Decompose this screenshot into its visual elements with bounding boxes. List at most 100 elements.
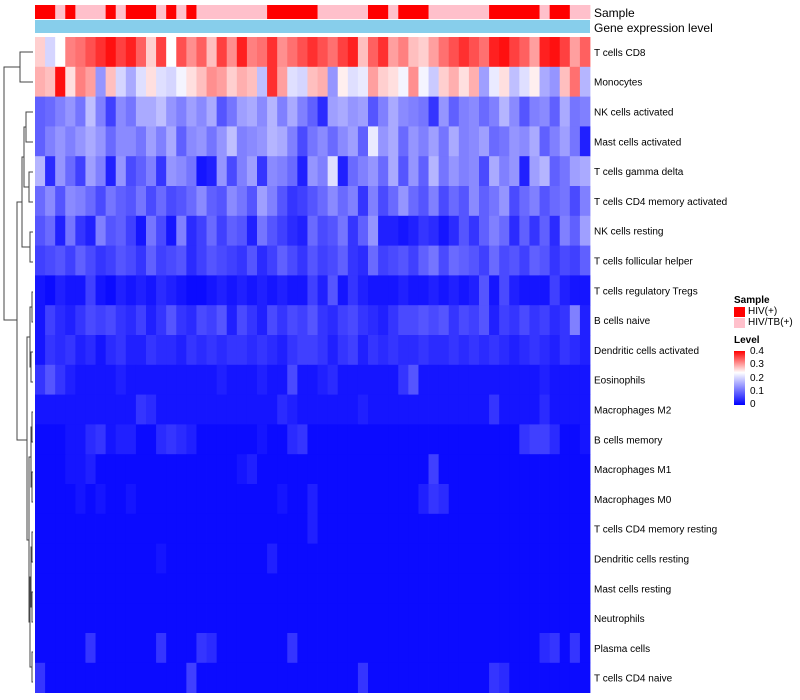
heatmap-cell [539, 513, 551, 544]
heatmap-cell [156, 305, 167, 336]
heatmap-cell [388, 364, 399, 395]
heatmap-cell [216, 156, 228, 187]
heatmap-cell [509, 156, 520, 187]
heatmap-cell [236, 633, 248, 664]
heatmap-cell [317, 305, 329, 336]
heatmap-cell [257, 543, 268, 574]
heatmap-cell [226, 126, 238, 157]
heatmap-cell [347, 603, 359, 634]
heatmap-cell [226, 633, 238, 664]
heatmap-cell [509, 275, 520, 306]
heatmap-cell [479, 66, 490, 97]
heatmap-cell [146, 662, 157, 693]
heatmap-cell [125, 37, 137, 68]
heatmap-cell [95, 126, 107, 157]
heatmap-cell [196, 245, 207, 276]
heatmap-cell [418, 215, 429, 246]
heatmap-cell [35, 275, 46, 306]
heatmap-cell [479, 215, 490, 246]
heatmap-cell [105, 245, 117, 276]
heatmap-cell [509, 335, 520, 366]
heatmap-cell [569, 335, 581, 366]
heatmap-cell [438, 633, 450, 664]
heatmap-cell [246, 394, 258, 425]
heatmap-cell [216, 633, 228, 664]
heatmap-cell [337, 335, 349, 366]
heatmap-cell [398, 454, 409, 485]
heatmap-cell [368, 394, 379, 425]
heatmap-cell [579, 454, 591, 485]
heatmap-cell [458, 245, 470, 276]
heatmap-cell [438, 96, 450, 127]
heatmap-cell [267, 245, 278, 276]
heatmap-cell [216, 364, 228, 395]
heatmap-cell [125, 513, 137, 544]
heatmap-cell [337, 245, 349, 276]
heatmap-cell [206, 275, 218, 306]
heatmap-cell [398, 424, 409, 455]
heatmap-cell [438, 513, 450, 544]
heatmap-cell [448, 454, 460, 485]
heatmap-cell [307, 66, 318, 97]
sample-annotation-cell [277, 5, 288, 19]
heatmap-cell [105, 573, 117, 604]
sample-annotation-cell [317, 5, 329, 19]
heatmap-cell [458, 424, 470, 455]
heatmap-cell [519, 305, 530, 336]
heatmap-cell [307, 186, 318, 217]
heatmap-cell [479, 126, 490, 157]
heatmap-cell [65, 394, 76, 425]
sample-annotation-cell [257, 5, 268, 19]
heatmap-cell [135, 66, 147, 97]
heatmap-cell [388, 245, 399, 276]
heatmap-cell [579, 96, 591, 127]
heatmap-cell [458, 394, 470, 425]
heatmap-cell [105, 364, 117, 395]
heatmap-cell [347, 245, 359, 276]
heatmap-cell [327, 633, 339, 664]
heatmap-cell [65, 543, 76, 574]
heatmap-cell [85, 603, 96, 634]
heatmap-cell [257, 96, 268, 127]
heatmap-cell [569, 186, 581, 217]
heatmap-cell [85, 543, 96, 574]
heatmap-cell [357, 603, 369, 634]
heatmap-cell [357, 484, 369, 515]
heatmap-cell [378, 96, 389, 127]
heatmap-cell [448, 305, 460, 336]
sample-annotation-cell [388, 5, 399, 19]
heatmap-cell [428, 215, 440, 246]
heatmap-cell [307, 424, 318, 455]
heatmap-cell [297, 37, 308, 68]
heatmap-cell [287, 305, 298, 336]
heatmap-cell [549, 454, 561, 485]
heatmap-cell [246, 126, 258, 157]
sample-annotation-cell [468, 5, 480, 19]
heatmap-cell [146, 156, 157, 187]
heatmap-cell [226, 573, 238, 604]
heatmap-cell [569, 394, 581, 425]
sample-annotation-cell [95, 5, 107, 19]
heatmap-cell [176, 484, 187, 515]
heatmap-cell [287, 454, 298, 485]
heatmap-cell [529, 275, 540, 306]
heatmap-cell [226, 543, 238, 574]
heatmap-cell [75, 275, 86, 306]
sample-annotation-cell [156, 5, 167, 19]
heatmap-cell [277, 394, 288, 425]
heatmap-cell [559, 454, 571, 485]
heatmap-cell [388, 215, 399, 246]
heatmap-cell [388, 37, 399, 68]
heatmap-cell [317, 484, 329, 515]
heatmap-cell [468, 603, 480, 634]
heatmap-cell [489, 37, 500, 68]
heatmap-cell [388, 66, 399, 97]
heatmap-cell [458, 126, 470, 157]
heatmap-cell [115, 156, 127, 187]
heatmap-cell [125, 394, 137, 425]
heatmap-cell [246, 573, 258, 604]
heatmap-cell [115, 96, 127, 127]
heatmap-cell [327, 662, 339, 693]
heatmap-cell [206, 245, 218, 276]
row-label: Eosinophils [594, 376, 645, 387]
